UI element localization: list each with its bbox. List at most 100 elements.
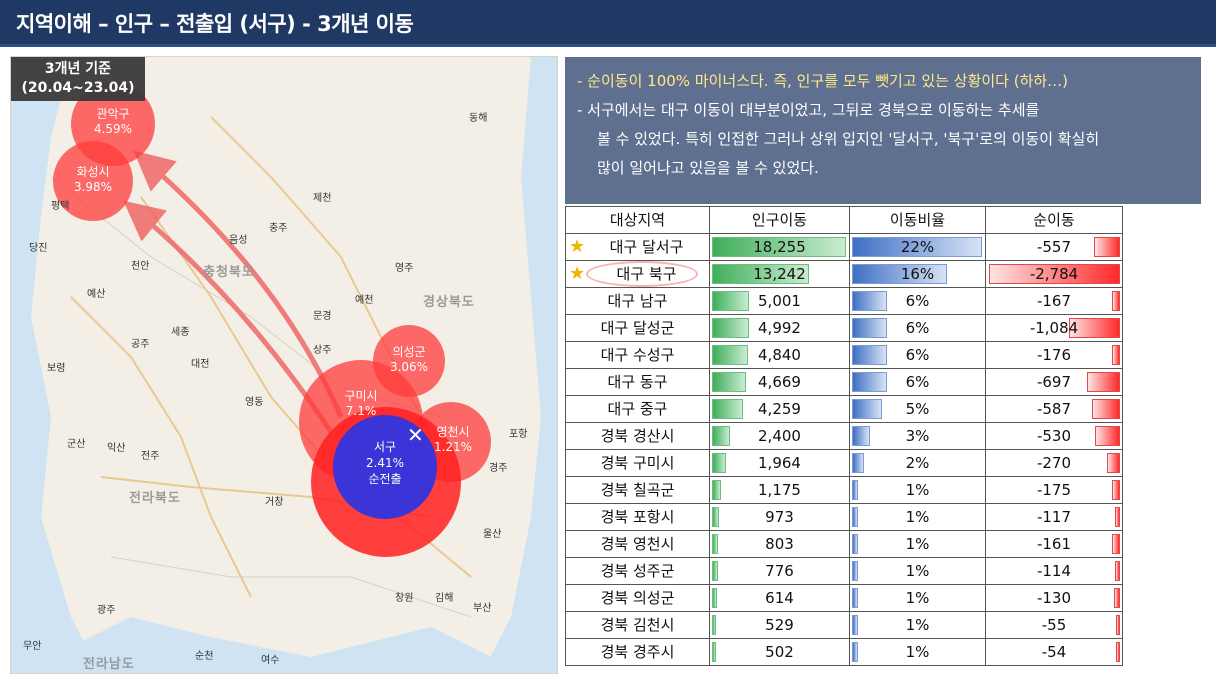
cell-moves: 2,400 [709, 421, 850, 450]
cell-net: -176 [985, 340, 1123, 369]
city-label: 보령 [47, 363, 66, 374]
cell-net: -117 [985, 502, 1123, 531]
cell-moves: 4,840 [709, 340, 850, 369]
table-row: 경북 포항시 973 1% -117 [565, 502, 1123, 531]
moves-bar [712, 236, 846, 257]
period-range: (20.04~23.04) [21, 80, 135, 96]
cell-ratio: 1% [849, 583, 986, 612]
cell-net: -270 [985, 448, 1123, 477]
net-value: -176 [1036, 345, 1072, 364]
city-label: 문경 [313, 311, 332, 322]
cell-region: 경북 경산시 [565, 421, 710, 450]
city-label: 대전 [191, 359, 210, 370]
cell-moves: 4,669 [709, 367, 850, 396]
ratio-bar [852, 479, 858, 500]
region-label: 충청북도 [203, 265, 255, 280]
cell-region: 경북 김천시 [565, 610, 710, 639]
cell-ratio: 6% [849, 286, 986, 315]
ratio-value: 1% [905, 561, 930, 580]
cell-ratio: 3% [849, 421, 986, 450]
bubble-label-yeongcheon: 영천시 1.21% [433, 425, 473, 454]
city-label: 여수 [261, 655, 280, 666]
cell-moves: 529 [709, 610, 850, 639]
city-label: 광주 [97, 605, 116, 616]
table-header-row: 대상지역 인구이동 이동비율 순이동 [565, 206, 1123, 234]
region-name: 대구 수성구 [600, 345, 675, 364]
cell-ratio: 6% [849, 367, 986, 396]
moves-bar [712, 452, 727, 473]
close-icon[interactable]: ✕ [407, 423, 424, 447]
ratio-value: 6% [905, 372, 930, 391]
ratio-bar [852, 614, 858, 635]
ratio-value: 5% [905, 399, 930, 418]
net-value: -55 [1041, 615, 1067, 634]
cell-ratio: 6% [849, 313, 986, 342]
cell-region: 대구 중구 [565, 394, 710, 423]
map-canvas [11, 57, 557, 673]
cell-region: 대구 남구 [565, 286, 710, 315]
net-bar [1107, 452, 1120, 473]
moves-bar [712, 533, 718, 554]
cell-region: 경북 칠곡군 [565, 475, 710, 504]
moves-bar [712, 506, 720, 527]
city-label: 김해 [435, 593, 454, 604]
migration-map[interactable]: 3개년 기준 (20.04~23.04) 충청북도 경상북도 전라북도 전라남도… [10, 56, 558, 674]
moves-bar [712, 641, 716, 662]
city-label: 당진 [29, 243, 48, 254]
moves-bar [712, 371, 747, 392]
cell-moves: 4,259 [709, 394, 850, 423]
bubble-hwaseong [53, 141, 133, 221]
city-label: 영주 [395, 263, 414, 274]
cell-net: -161 [985, 529, 1123, 558]
net-value: -557 [1036, 237, 1072, 256]
cell-ratio: 6% [849, 340, 986, 369]
region-name: 경북 의성군 [600, 588, 675, 607]
region-name: 대구 중구 [607, 399, 668, 418]
cell-moves: 502 [709, 637, 850, 666]
cell-moves: 1,175 [709, 475, 850, 504]
cell-ratio: 2% [849, 448, 986, 477]
cell-ratio: 16% [849, 259, 986, 288]
summary-note: - 순이동이 100% 마이너스다. 즉, 인구를 모두 뺏기고 있는 상황이다… [565, 57, 1201, 204]
cell-moves: 1,964 [709, 448, 850, 477]
net-bar [1112, 533, 1120, 554]
table-row: 경북 경산시 2,400 3% -530 [565, 421, 1123, 450]
net-value: -175 [1036, 480, 1072, 499]
city-label: 창원 [395, 593, 414, 604]
cell-ratio: 1% [849, 475, 986, 504]
east-sea [482, 57, 557, 673]
header-region: 대상지역 [565, 206, 710, 234]
table-body: ★ 대구 달서구 18,255 22% -557 ★ 대구 북구 13,242 16% -2,78… [565, 232, 1123, 666]
region-name: 대구 달서구 [609, 237, 684, 256]
highlight-ring [586, 260, 698, 287]
table-row: 경북 경주시 502 1% -54 [565, 637, 1123, 666]
net-value: -530 [1036, 426, 1072, 445]
moves-value: 5,001 [758, 291, 801, 310]
region-name: 대구 남구 [607, 291, 668, 310]
city-label: 평택 [51, 201, 70, 212]
table-row: 경북 의성군 614 1% -130 [565, 583, 1123, 612]
ratio-value: 1% [905, 615, 930, 634]
note-line: 많이 일어나고 있음을 볼 수 있었다. [597, 159, 819, 177]
ratio-value: 1% [905, 534, 930, 553]
moves-bar [712, 479, 721, 500]
table-row: ★ 대구 달서구 18,255 22% -557 [565, 232, 1123, 261]
net-value: -587 [1036, 399, 1072, 418]
table-row: 대구 동구 4,669 6% -697 [565, 367, 1123, 396]
region-label: 전라남도 [83, 657, 135, 672]
note-line: 볼 수 있었다. 특히 인접한 그러나 상위 입지인 '달서구, '북구'로의 … [597, 130, 1100, 148]
origin-label: 서구 2.41% 순전출 [365, 440, 405, 486]
cell-ratio: 1% [849, 637, 986, 666]
cell-moves: 776 [709, 556, 850, 585]
city-label: 무안 [23, 641, 42, 652]
city-label: 세종 [171, 327, 190, 338]
table-row: 경북 칠곡군 1,175 1% -175 [565, 475, 1123, 504]
moves-bar [712, 614, 716, 635]
cell-ratio: 1% [849, 502, 986, 531]
moves-value: 973 [765, 507, 794, 526]
ratio-bar [852, 425, 870, 446]
moves-bar [712, 290, 749, 311]
cell-moves: 803 [709, 529, 850, 558]
ratio-bar [852, 263, 947, 284]
city-label: 익산 [107, 443, 126, 454]
